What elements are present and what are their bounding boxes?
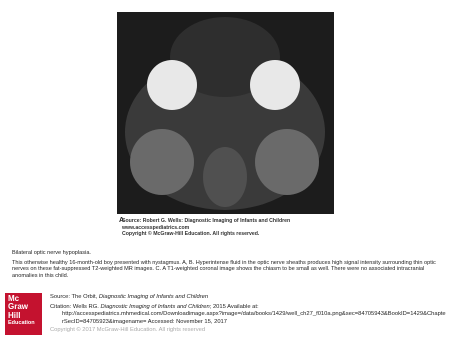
footer-source: Source: The Orbit, Diagnostic Imaging of…	[50, 294, 446, 301]
logo: Mc Graw Hill Education	[5, 293, 42, 335]
citation-rest: ; 2015 Available at:	[209, 304, 259, 311]
right-temporal	[255, 129, 319, 195]
source-line: Source: Robert G. Wells: Diagnostic Imag…	[122, 218, 291, 224]
logo-text: Hill	[8, 310, 21, 320]
source-prefix: Source: The Orbit,	[50, 294, 99, 300]
caption-title: Bilateral optic nerve hypoplasia.	[12, 250, 91, 256]
citation-title: Diagnostic Imaging of Infants and Childr…	[100, 304, 210, 311]
left-temporal	[130, 129, 194, 195]
caption: Bilateral optic nerve hypoplasia. This o…	[12, 250, 440, 279]
source-title: Diagnostic Imaging of Infants and Childr…	[98, 294, 209, 300]
source-strip	[117, 214, 334, 239]
footer-copyright: Copyright © 2017 McGraw-Hill Education. …	[50, 326, 206, 333]
logo-text: Mc	[8, 294, 20, 303]
logo-text: Education	[8, 320, 35, 327]
left-eye	[147, 60, 197, 110]
footer: Source: The Orbit, Diagnostic Imaging of…	[50, 294, 446, 334]
caption-body: This otherwise healthy 16-month-old boy …	[12, 259, 436, 279]
website: www.accesspediatrics.com	[122, 224, 190, 231]
right-eye	[250, 60, 300, 110]
citation-prefix: Citation: Wells RG.	[50, 304, 101, 311]
logo-text: Graw	[8, 302, 29, 312]
figure-source: Source: Robert G. Wells: Diagnostic Imag…	[122, 218, 332, 238]
figure-copyright: Copyright © McGraw-Hill Education. All r…	[122, 231, 260, 237]
mri-figure: A	[117, 12, 334, 239]
panel-label: A	[119, 217, 124, 224]
citation-url: http://accesspediatrics.mhmedical.com/Do…	[62, 311, 446, 325]
brainstem	[203, 147, 247, 207]
citation: Citation: Wells RG. Diagnostic Imaging o…	[50, 304, 446, 311]
